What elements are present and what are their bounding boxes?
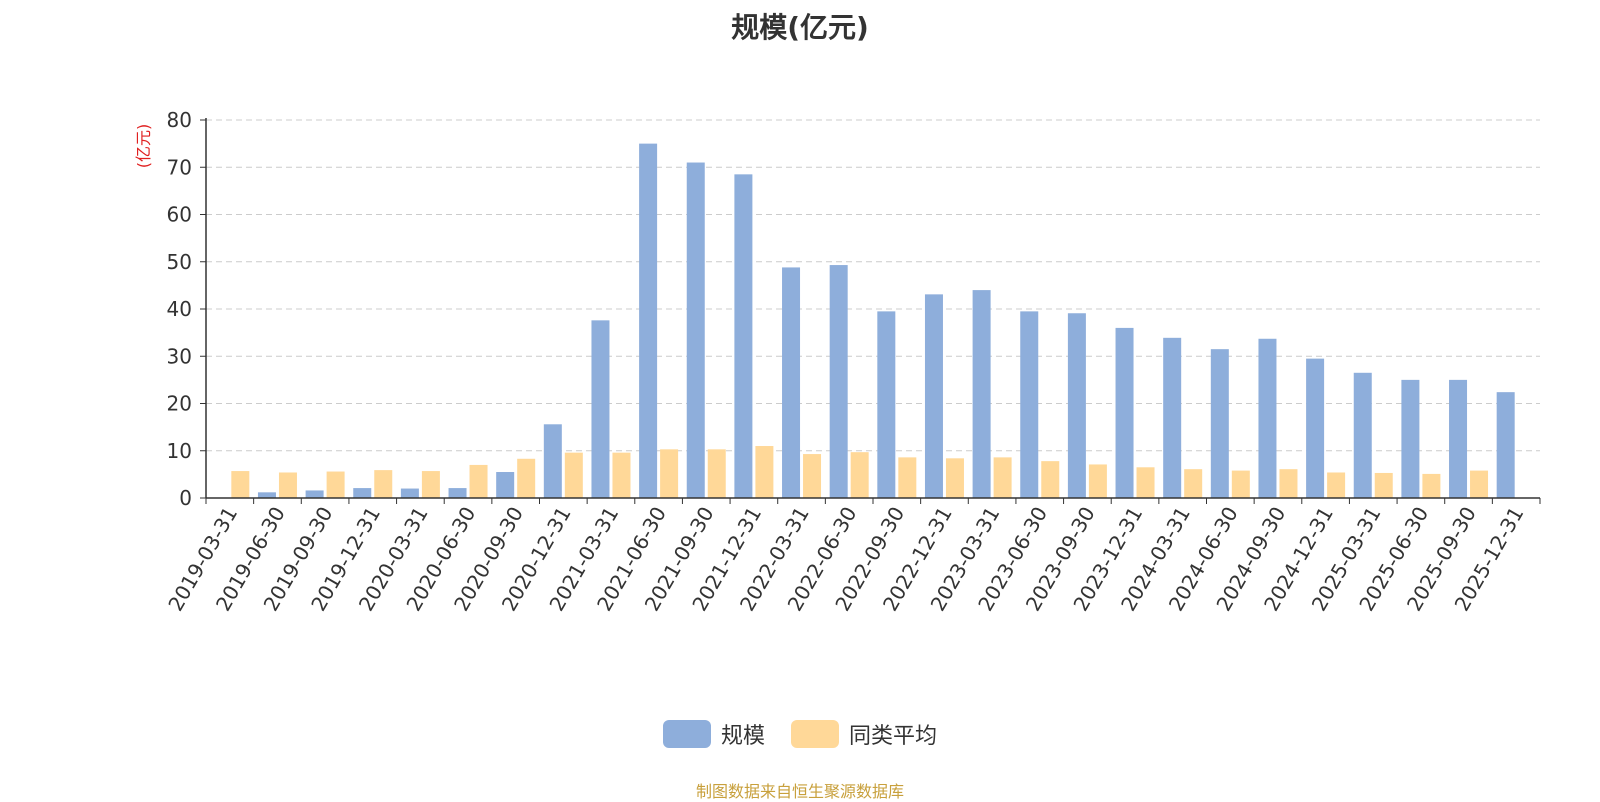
bar-peer-average[interactable]	[469, 464, 488, 498]
bar-peer-average[interactable]	[564, 452, 583, 498]
bar-peer-average[interactable]	[945, 458, 964, 498]
y-tick-label: 10	[167, 439, 192, 463]
bar-scale[interactable]	[305, 490, 324, 498]
legend-swatch-scale	[662, 720, 711, 748]
bar-scale[interactable]	[1115, 327, 1134, 498]
bar-scale[interactable]	[686, 162, 705, 498]
bar-scale[interactable]	[1496, 392, 1515, 498]
y-tick-label: 50	[167, 250, 192, 274]
bar-peer-average[interactable]	[1279, 469, 1298, 498]
bar-peer-average[interactable]	[326, 471, 345, 498]
bar-peer-average[interactable]	[612, 452, 631, 498]
axes: 010203040506070802019-03-312019-06-30201…	[163, 108, 1541, 615]
bar-scale[interactable]	[353, 488, 372, 498]
bar-scale[interactable]	[877, 311, 896, 498]
bar-peer-average[interactable]	[898, 457, 917, 498]
bar-peer-average[interactable]	[1374, 472, 1393, 498]
bar-scale[interactable]	[829, 265, 848, 498]
bar-peer-average[interactable]	[374, 470, 393, 498]
bar-scale[interactable]	[400, 488, 419, 498]
bar-scale[interactable]	[1306, 358, 1325, 498]
bar-scale[interactable]	[1210, 349, 1229, 498]
bar-peer-average[interactable]	[1184, 469, 1203, 498]
bars	[231, 143, 1515, 498]
grid-lines	[206, 119, 1540, 452]
bar-scale[interactable]	[639, 143, 658, 498]
bar-peer-average[interactable]	[1231, 470, 1250, 498]
y-tick-label: 70	[167, 155, 192, 179]
bar-scale[interactable]	[1353, 372, 1372, 498]
bar-peer-average[interactable]	[1041, 461, 1060, 498]
y-axis-unit-label: (亿元)	[134, 124, 153, 169]
y-tick-label: 20	[167, 392, 192, 416]
bar-peer-average[interactable]	[421, 471, 440, 498]
bar-scale[interactable]	[543, 424, 562, 498]
bar-chart: 010203040506070802019-03-312019-06-30201…	[134, 108, 1541, 615]
bar-peer-average[interactable]	[231, 471, 250, 498]
bar-scale[interactable]	[972, 290, 991, 498]
y-tick-label: 40	[167, 297, 192, 321]
bar-peer-average[interactable]	[707, 449, 726, 498]
bar-scale[interactable]	[734, 174, 753, 498]
bar-scale[interactable]	[591, 320, 610, 498]
bar-scale[interactable]	[1258, 338, 1277, 498]
legend-swatch-peer-average	[791, 720, 839, 748]
bar-scale[interactable]	[1449, 379, 1468, 498]
legend-label-peer-average: 同类平均	[849, 724, 938, 749]
bar-peer-average[interactable]	[850, 452, 869, 498]
y-tick-label: 80	[167, 108, 192, 132]
legend: 规模 同类平均	[0, 718, 1600, 750]
bar-scale[interactable]	[1401, 379, 1420, 498]
bar-peer-average[interactable]	[993, 457, 1012, 498]
bar-scale[interactable]	[1020, 311, 1039, 498]
bar-peer-average[interactable]	[278, 472, 297, 498]
bar-scale[interactable]	[496, 472, 515, 498]
bar-peer-average[interactable]	[755, 446, 774, 498]
bar-peer-average[interactable]	[1422, 473, 1441, 498]
bar-peer-average[interactable]	[660, 449, 679, 498]
source-note: 制图数据来自恒生聚源数据库	[695, 782, 904, 801]
legend-item-scale[interactable]: 规模	[662, 718, 765, 750]
bar-peer-average[interactable]	[517, 458, 536, 498]
legend-item-peer-average[interactable]: 同类平均	[791, 718, 937, 750]
bar-peer-average[interactable]	[1136, 467, 1155, 498]
bar-peer-average[interactable]	[803, 454, 822, 498]
legend-label-scale: 规模	[720, 724, 765, 749]
chart-title: 规模(亿元)	[731, 11, 869, 44]
bar-scale[interactable]	[448, 488, 467, 498]
bar-scale[interactable]	[924, 294, 943, 498]
bar-peer-average[interactable]	[1088, 464, 1107, 498]
bar-scale[interactable]	[1163, 337, 1182, 498]
bar-scale[interactable]	[782, 267, 801, 498]
y-tick-label: 60	[167, 203, 192, 227]
bar-peer-average[interactable]	[1470, 470, 1489, 498]
bar-peer-average[interactable]	[1327, 472, 1346, 498]
y-tick-label: 0	[179, 486, 192, 510]
bar-scale[interactable]	[1067, 313, 1086, 498]
bar-scale[interactable]	[257, 492, 276, 498]
y-tick-label: 30	[167, 344, 192, 368]
